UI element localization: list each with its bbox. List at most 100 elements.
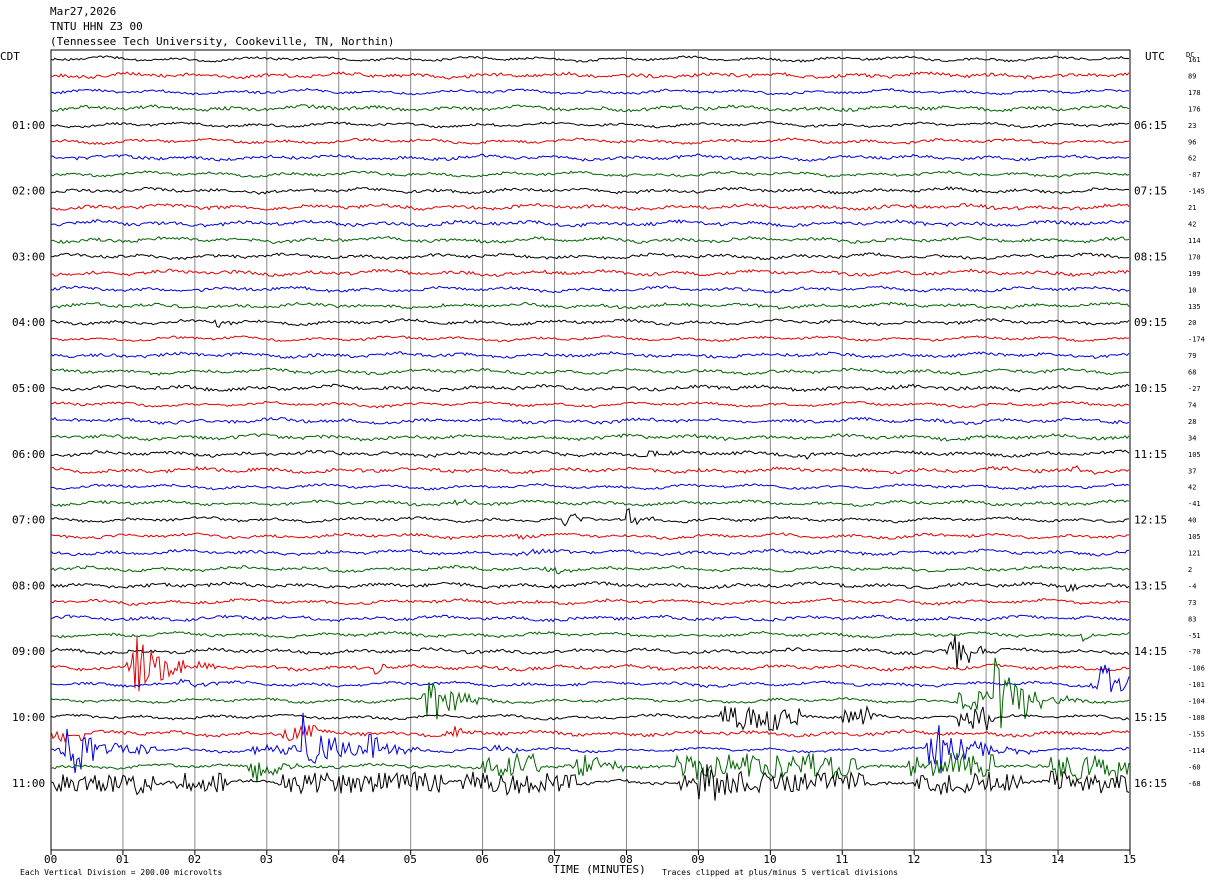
- dc-offset-label: -68: [1188, 780, 1201, 788]
- dc-offset-label: 34: [1188, 434, 1196, 442]
- seismic-trace-10: [50, 218, 1130, 228]
- dc-offset-label: 83: [1188, 615, 1196, 623]
- left-hour-label: 03:00: [12, 250, 45, 263]
- seismic-trace-24: [50, 449, 1130, 460]
- seismic-trace-13: [50, 268, 1130, 278]
- left-hour-label: 04:00: [12, 316, 45, 329]
- x-tick-label: 11: [835, 853, 848, 866]
- left-hour-label: 07:00: [12, 514, 45, 527]
- left-timezone-label: CDT: [0, 50, 20, 63]
- seismic-trace-7: [50, 170, 1130, 178]
- header-location: (Tennessee Tech University, Cookeville, …: [50, 35, 395, 48]
- dc-offset-label: -108: [1188, 714, 1205, 722]
- seismic-trace-3: [50, 104, 1130, 113]
- dc-offset-label: 79: [1188, 352, 1196, 360]
- seismic-trace-25: [50, 465, 1130, 475]
- seismic-trace-33: [50, 597, 1130, 606]
- x-tick-label: 08: [619, 853, 632, 866]
- x-tick-label: 06: [476, 853, 489, 866]
- x-tick-label: 02: [188, 853, 201, 866]
- seismic-trace-36: [50, 634, 1130, 669]
- x-tick-label: 04: [332, 853, 346, 866]
- seismic-trace-27: [50, 498, 1130, 508]
- dc-offset-label: 199: [1188, 270, 1201, 278]
- right-hour-label: 07:15: [1134, 185, 1167, 198]
- dc-header-label: DC: [1186, 51, 1194, 59]
- left-hour-label: 01:00: [12, 119, 45, 132]
- dc-offset-label: -70: [1188, 648, 1201, 656]
- seismic-trace-42: [50, 712, 1130, 774]
- dc-offset-label: 176: [1188, 105, 1201, 113]
- dc-offset-label: 89: [1188, 72, 1196, 80]
- x-axis-title: TIME (MINUTES): [553, 863, 646, 876]
- dc-offset-label: -104: [1188, 698, 1205, 706]
- right-hour-label: 10:15: [1134, 382, 1167, 395]
- right-hour-label: 16:15: [1134, 777, 1167, 790]
- x-tick-label: 10: [763, 853, 776, 866]
- dc-offset-label: 105: [1188, 451, 1201, 459]
- seismic-trace-26: [50, 483, 1130, 491]
- dc-offset-label: 96: [1188, 138, 1196, 146]
- header-station: TNTU HHN Z3 00: [50, 20, 143, 33]
- seismic-trace-32: [50, 581, 1130, 593]
- seismic-trace-39: [50, 657, 1130, 729]
- seismic-trace-29: [50, 532, 1129, 541]
- seismic-trace-23: [50, 433, 1130, 442]
- dc-offset-label: 23: [1188, 122, 1196, 130]
- left-hour-label: 09:00: [12, 645, 45, 658]
- seismic-trace-18: [50, 351, 1130, 360]
- right-hour-label: 08:15: [1134, 250, 1167, 263]
- seismic-trace-14: [50, 285, 1130, 294]
- right-hour-label: 09:15: [1134, 316, 1167, 329]
- clip-note: Traces clipped at plus/minus 5 vertical …: [662, 868, 898, 877]
- dc-offset-label: 20: [1188, 319, 1196, 327]
- dc-offset-label: 21: [1188, 204, 1196, 212]
- dc-offset-label: -60: [1188, 763, 1201, 771]
- right-timezone-label: UTC: [1145, 50, 1165, 63]
- seismic-trace-21: [50, 400, 1130, 409]
- x-tick-label: 01: [116, 853, 129, 866]
- dc-offset-label: 37: [1188, 467, 1196, 475]
- scale-note: Each Vertical Division = 200.00 microvol…: [20, 868, 222, 877]
- left-hour-label: 11:00: [12, 777, 45, 790]
- left-hour-label: 02:00: [12, 185, 45, 198]
- dc-offset-label: 28: [1188, 418, 1196, 426]
- seismic-trace-22: [50, 416, 1130, 426]
- seismic-trace-37: [50, 636, 1130, 692]
- right-hour-label: 06:15: [1134, 119, 1167, 132]
- seismic-trace-38: [50, 664, 1130, 693]
- dc-offset-label: 73: [1188, 599, 1196, 607]
- seismic-trace-9: [50, 202, 1130, 211]
- dc-offset-label: 2: [1188, 566, 1192, 574]
- seismic-trace-6: [50, 153, 1130, 162]
- right-hour-label: 12:15: [1134, 514, 1167, 527]
- seismic-trace-12: [50, 252, 1130, 261]
- seismic-trace-35: [51, 630, 1130, 643]
- dc-offset-label: 135: [1188, 303, 1201, 311]
- seismic-trace-16: [50, 318, 1130, 328]
- seismic-trace-15: [50, 301, 1130, 310]
- x-tick-label: 09: [691, 853, 704, 866]
- dc-offset-label: 178: [1188, 89, 1201, 97]
- left-hour-label: 06:00: [12, 448, 45, 461]
- seismic-trace-30: [50, 548, 1130, 557]
- seismic-trace-17: [50, 335, 1130, 343]
- x-tick-label: 12: [907, 853, 920, 866]
- x-tick-label: 14: [1051, 853, 1065, 866]
- dc-offset-label: -41: [1188, 500, 1201, 508]
- dc-offset-label: -106: [1188, 665, 1205, 673]
- plot-frame: [50, 49, 1131, 851]
- seismic-trace-1: [50, 71, 1130, 80]
- dc-offset-label: -27: [1188, 385, 1201, 393]
- dc-offset-label: -155: [1188, 730, 1205, 738]
- x-tick-label: 07: [548, 853, 561, 866]
- seismic-trace-0: [50, 55, 1130, 63]
- dc-offset-label: 74: [1188, 401, 1196, 409]
- seismic-trace-40: [50, 704, 1130, 732]
- seismic-trace-19: [50, 367, 1130, 376]
- seismic-trace-8: [50, 186, 1130, 195]
- dc-offset-label: 161: [1188, 56, 1201, 64]
- dc-offset-label: -101: [1188, 681, 1205, 689]
- left-hour-label: 10:00: [12, 711, 45, 724]
